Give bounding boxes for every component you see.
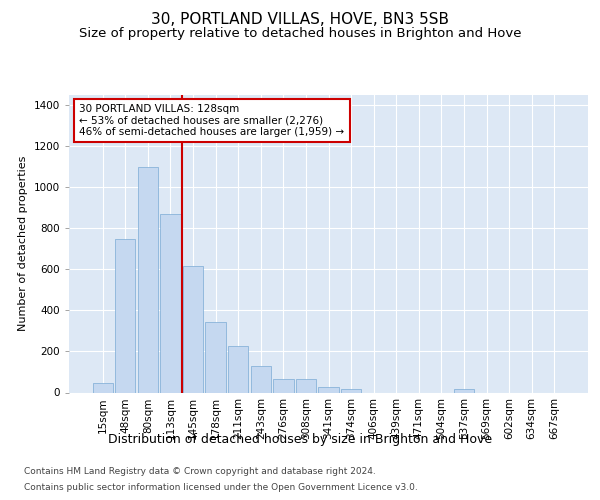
Bar xyxy=(454,390,474,392)
Y-axis label: Number of detached properties: Number of detached properties xyxy=(18,156,28,332)
Text: 30, PORTLAND VILLAS, HOVE, BN3 5SB: 30, PORTLAND VILLAS, HOVE, BN3 5SB xyxy=(151,12,449,28)
Bar xyxy=(296,379,316,392)
Bar xyxy=(138,167,158,392)
Bar xyxy=(92,382,113,392)
Bar xyxy=(341,390,361,392)
Bar xyxy=(251,366,271,392)
Bar xyxy=(183,266,203,392)
Bar xyxy=(115,238,136,392)
Bar xyxy=(273,379,293,392)
Text: Contains public sector information licensed under the Open Government Licence v3: Contains public sector information licen… xyxy=(24,484,418,492)
Bar xyxy=(160,214,181,392)
Text: 30 PORTLAND VILLAS: 128sqm
← 53% of detached houses are smaller (2,276)
46% of s: 30 PORTLAND VILLAS: 128sqm ← 53% of deta… xyxy=(79,104,344,137)
Text: Size of property relative to detached houses in Brighton and Hove: Size of property relative to detached ho… xyxy=(79,28,521,40)
Bar xyxy=(319,388,338,392)
Bar xyxy=(205,322,226,392)
Text: Distribution of detached houses by size in Brighton and Hove: Distribution of detached houses by size … xyxy=(108,432,492,446)
Bar xyxy=(228,346,248,393)
Text: Contains HM Land Registry data © Crown copyright and database right 2024.: Contains HM Land Registry data © Crown c… xyxy=(24,467,376,476)
